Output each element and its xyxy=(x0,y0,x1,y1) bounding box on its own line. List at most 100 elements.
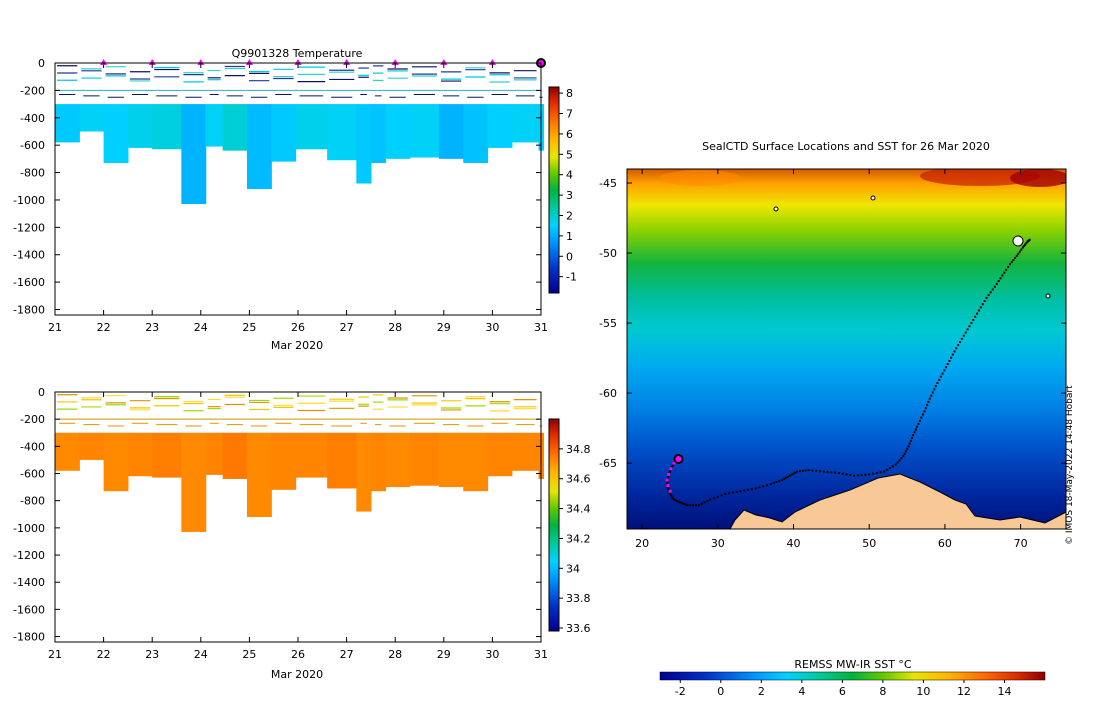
profile-column xyxy=(438,432,464,488)
track-point xyxy=(720,494,723,497)
profile-column xyxy=(370,104,387,163)
y-tick-label: -1200 xyxy=(13,549,45,562)
colorbar-tick-label: 1 xyxy=(566,230,573,243)
track-point xyxy=(938,378,941,381)
track-point xyxy=(758,486,761,489)
map-title: SealCTD Surface Locations and SST for 26… xyxy=(702,140,990,153)
y-tick-label: -1800 xyxy=(13,304,45,317)
sst-colorbar-tick-label: 4 xyxy=(798,685,805,698)
track-point xyxy=(747,488,750,491)
track-point xyxy=(999,277,1002,280)
track-point xyxy=(669,494,672,497)
sst-colorbar-tick-label: 8 xyxy=(879,685,886,698)
track-point xyxy=(909,439,912,442)
track-point xyxy=(914,428,917,431)
y-tick-label: -1800 xyxy=(13,631,45,644)
track-point xyxy=(849,474,852,477)
track-point xyxy=(904,450,907,453)
map-x-tick-label: 30 xyxy=(711,537,725,550)
track-point xyxy=(979,306,982,309)
track-point xyxy=(1022,245,1025,248)
track-point xyxy=(783,477,786,480)
track-point xyxy=(900,457,903,460)
y-tick-label: -1600 xyxy=(13,276,45,289)
y-tick-label: -800 xyxy=(20,167,45,180)
salinity-axes: 21 22 23 24 25 26 27 28 29 30 31 0 -200 -400 -600 -800 -… xyxy=(13,386,548,661)
track-point xyxy=(886,468,889,471)
map-x-tick-label: 50 xyxy=(862,537,876,550)
track-point xyxy=(772,482,775,485)
track-point xyxy=(1014,256,1017,259)
track-point xyxy=(697,504,700,507)
x-tick-label: 31 xyxy=(534,648,548,661)
track-point xyxy=(794,471,797,474)
profile-column xyxy=(487,432,513,477)
track-point xyxy=(801,469,804,472)
track-point xyxy=(923,410,926,413)
x-tick-label: 26 xyxy=(291,321,305,334)
current-seal-position xyxy=(673,453,684,464)
salinity-colorbar-ticks: 34.8 34.6 34.4 34.2 34 33.8 33.6 xyxy=(559,443,591,635)
colorbar-tick-label: 34.6 xyxy=(566,473,591,486)
track-point xyxy=(989,291,992,294)
track-point xyxy=(964,331,967,334)
sst-field xyxy=(627,169,1066,529)
y-tick-label: -800 xyxy=(20,495,45,508)
track-point xyxy=(713,497,716,500)
map-x-tick-label: 20 xyxy=(635,537,649,550)
track-point xyxy=(924,407,927,410)
track-point xyxy=(667,476,670,479)
track-point xyxy=(943,369,946,372)
salinity-xlabel: Mar 2020 xyxy=(271,668,323,681)
island-marker xyxy=(1045,293,1051,299)
track-point xyxy=(834,471,837,474)
x-tick-label: 21 xyxy=(48,321,62,334)
track-point xyxy=(695,504,698,507)
y-tick-label: -1600 xyxy=(13,603,45,616)
track-point xyxy=(953,350,956,353)
recent-track-point xyxy=(672,461,676,465)
track-point xyxy=(959,340,962,343)
track-point xyxy=(921,413,924,416)
x-tick-label: 30 xyxy=(485,648,499,661)
salinity-profiles xyxy=(55,432,545,532)
profile-column xyxy=(327,104,357,161)
track-point xyxy=(920,416,923,419)
track-point xyxy=(908,442,911,445)
track-point xyxy=(913,431,916,434)
track-point xyxy=(709,498,712,501)
track-point xyxy=(750,488,753,491)
seal-track xyxy=(666,238,1031,507)
y-tick-label: -200 xyxy=(20,413,45,426)
track-point xyxy=(716,495,719,498)
track-point xyxy=(792,472,795,475)
y-tick-label: -400 xyxy=(20,440,45,453)
track-point xyxy=(856,474,859,477)
track-point xyxy=(700,502,703,505)
track-point xyxy=(1012,259,1015,262)
track-point xyxy=(927,400,930,403)
track-point xyxy=(682,502,685,505)
track-point xyxy=(918,419,921,422)
y-tick-label: -400 xyxy=(20,112,45,125)
track-point xyxy=(972,318,975,321)
profile-column xyxy=(409,432,440,486)
profile-column xyxy=(246,432,272,517)
track-point xyxy=(991,288,994,291)
colorbar-tick-label: 6 xyxy=(566,128,573,141)
x-tick-label: 21 xyxy=(48,648,62,661)
track-point xyxy=(970,322,973,325)
recent-track-point xyxy=(669,467,673,471)
x-tick-label: 31 xyxy=(534,321,548,334)
salinity-colorbar xyxy=(548,418,560,632)
profile-column xyxy=(103,432,129,492)
track-point xyxy=(864,473,867,476)
colorbar-tick-label: 34.2 xyxy=(566,532,591,545)
island-marker xyxy=(1012,235,1024,247)
track-point xyxy=(1020,248,1023,251)
x-tick-label: 27 xyxy=(340,648,354,661)
track-point xyxy=(1008,263,1011,266)
sst-colorbar-tick-label: 14 xyxy=(997,685,1011,698)
profile-column xyxy=(246,104,272,189)
colorbar-tick-label: 33.8 xyxy=(566,592,591,605)
